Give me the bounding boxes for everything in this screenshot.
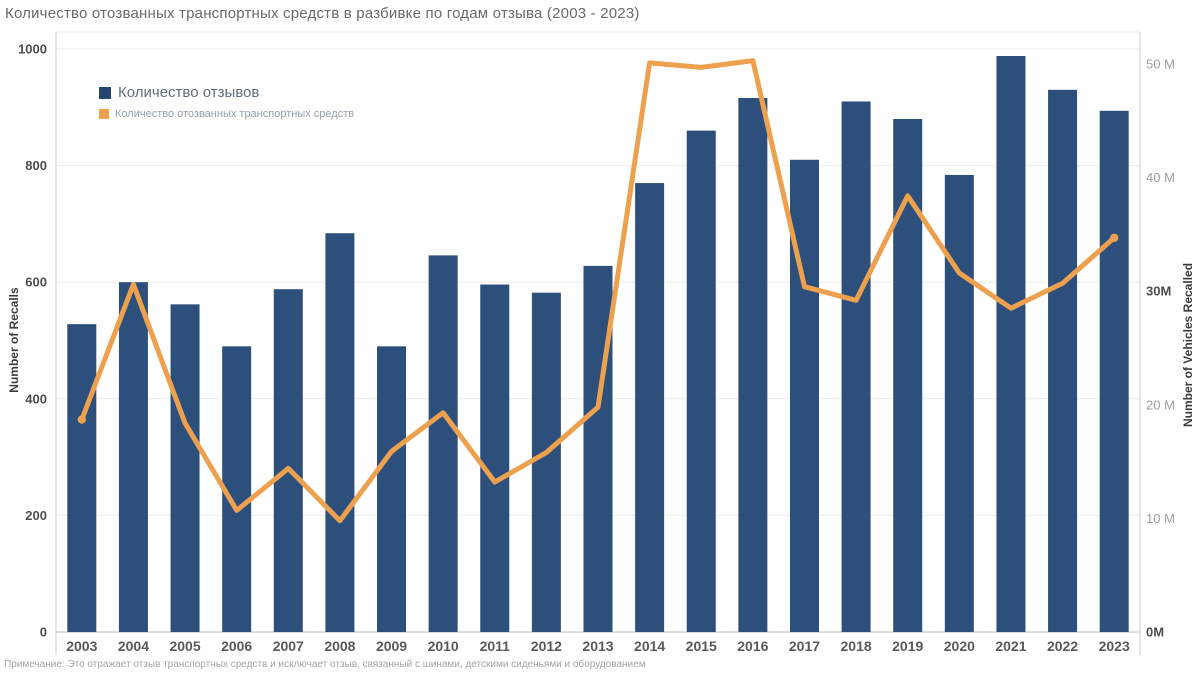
left-axis-title: Number of Recalls	[7, 287, 21, 393]
right-axis-tick-0M: 0M	[1146, 625, 1164, 640]
bar-2015	[686, 130, 716, 632]
x-axis-tick-2004: 2004	[118, 638, 149, 654]
right-axis-tick-50M: 50 M	[1146, 57, 1175, 72]
legend-item-recalls: Количество отзывов	[99, 84, 354, 101]
x-axis-tick-2017: 2017	[789, 638, 820, 654]
x-axis-tick-2011: 2011	[480, 638, 511, 654]
x-axis-tick-2012: 2012	[531, 638, 562, 654]
x-axis-tick-2013: 2013	[582, 638, 613, 654]
bar-2019	[893, 118, 923, 632]
x-axis-tick-2009: 2009	[376, 638, 407, 654]
chart-footnote: Примечание: Это отражает отзыв транспорт…	[4, 659, 646, 670]
right-axis-tick-20M: 20 M	[1146, 397, 1175, 412]
legend-swatch-recalls	[99, 86, 111, 99]
vehicles-recalled-line	[79, 58, 1117, 524]
x-axis-tick-2018: 2018	[841, 638, 872, 654]
x-axis-tick-2023: 2023	[1099, 638, 1130, 654]
x-axis-tick-2014: 2014	[634, 638, 665, 654]
x-axis-tick-2003: 2003	[66, 638, 97, 654]
bar-2007	[273, 289, 303, 632]
left-axis-tick-400: 400	[25, 391, 47, 406]
left-axis-tick-1000: 1000	[18, 42, 47, 57]
line-start-dot	[77, 415, 87, 424]
legend-label-recalls: Количество отзывов	[118, 84, 260, 101]
x-axis-tick-2020: 2020	[944, 638, 975, 654]
bar-2014	[635, 183, 665, 632]
x-axis-tick-2015: 2015	[686, 638, 717, 654]
bar-2023	[1099, 110, 1129, 633]
bar-2013	[583, 265, 613, 632]
right-axis-tick-10M: 10 M	[1146, 511, 1175, 526]
right-axis-title: Number of Vehicles Recalled	[1181, 262, 1195, 428]
right-axis-tick-30M: 30M	[1146, 284, 1171, 299]
bar-2020	[944, 174, 974, 633]
bar-2012	[531, 292, 561, 632]
bar-2003	[67, 324, 97, 632]
bar-2010	[428, 255, 458, 632]
bar-2008	[325, 233, 355, 632]
x-axis-tick-2016: 2016	[737, 638, 768, 654]
x-axis-tick-2021: 2021	[995, 638, 1026, 654]
left-axis-tick-600: 600	[25, 275, 47, 290]
bar-2011	[480, 284, 510, 632]
legend-swatch-vehicles	[99, 109, 109, 119]
legend-label-vehicles: Количество отозванных транспортных средс…	[115, 108, 355, 120]
x-axis-tick-2008: 2008	[324, 638, 355, 654]
line-end-dot	[1109, 233, 1119, 243]
x-axis-tick-2007: 2007	[273, 638, 304, 654]
bar-2018	[841, 101, 871, 633]
bar-2009	[377, 346, 407, 632]
bar-2021	[996, 55, 1026, 633]
left-axis-tick-200: 200	[25, 508, 47, 523]
x-axis-tick-2019: 2019	[892, 638, 923, 654]
x-axis-tick-2022: 2022	[1047, 638, 1078, 654]
bar-2016	[738, 97, 768, 633]
chart-title: Количество отозванных транспортных средс…	[5, 5, 640, 22]
x-axis-tick-2006: 2006	[221, 638, 252, 654]
bar-2022	[1048, 89, 1078, 632]
chart-legend: Количество отзывов Количество отозванных…	[99, 84, 354, 127]
left-axis-tick-800: 800	[25, 158, 47, 173]
x-axis-tick-2010: 2010	[428, 638, 459, 654]
left-axis-tick-0: 0	[40, 625, 47, 640]
x-axis-tick-2005: 2005	[169, 638, 200, 654]
legend-item-vehicles: Количество отозванных транспортных средс…	[99, 108, 354, 120]
bar-2017	[789, 159, 819, 632]
right-axis-tick-40M: 40 M	[1146, 170, 1175, 185]
bar-2004	[118, 282, 148, 632]
bar-2005	[170, 304, 200, 632]
